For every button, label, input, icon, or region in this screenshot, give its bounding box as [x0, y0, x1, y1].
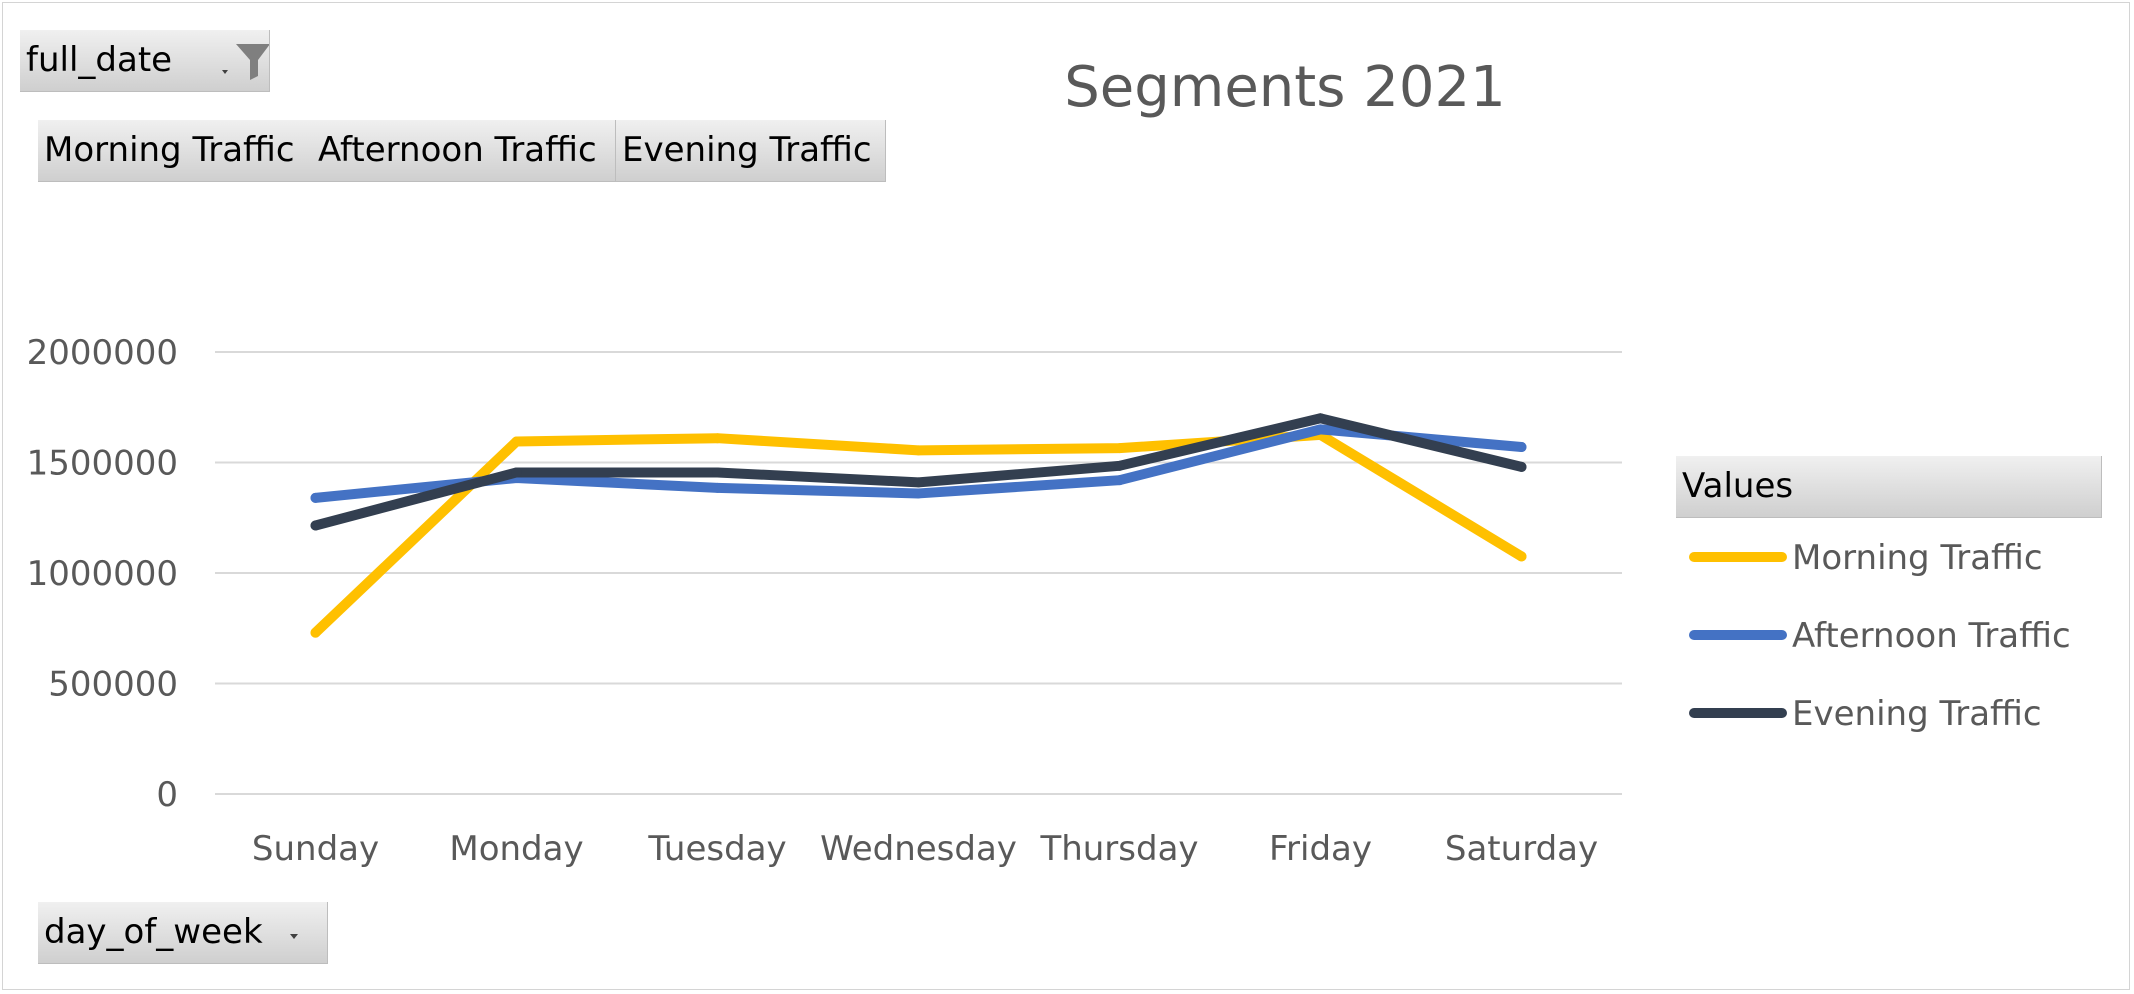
legend-title-label: Values: [1682, 466, 1794, 506]
y-tick-label-2: 1000000: [27, 554, 178, 594]
series-line-morning-traffic: [310, 429, 1527, 638]
value-field-evening-traffic[interactable]: Evening Traffic: [616, 120, 886, 182]
x-tick-label-friday: Friday: [1269, 829, 1372, 869]
data-point-morning-traffic-tuesday: [712, 433, 723, 444]
data-point-afternoon-traffic-saturday: [1516, 442, 1527, 453]
full-date-filter-button[interactable]: full_date: [20, 30, 270, 92]
legend: Morning Traffic Afternoon Traffic Evening …: [1689, 538, 2071, 734]
data-point-evening-traffic-saturday: [1516, 461, 1527, 472]
dropdown-arrow-icon: [290, 934, 298, 939]
data-point-morning-traffic-thursday: [1114, 443, 1125, 454]
value-field-label: Morning Traffic: [44, 130, 295, 170]
y-tick-label-1: 500000: [48, 665, 178, 705]
y-tick-label-4: 2000000: [27, 333, 178, 373]
data-point-evening-traffic-sunday: [310, 520, 321, 531]
value-field-morning-traffic[interactable]: Morning Traffic: [38, 120, 314, 182]
full-date-filter-label: full_date: [26, 40, 173, 80]
y-axis-tick-labels: 0 500000 1000000 1500000 2000000: [27, 333, 178, 815]
legend-entry-evening-traffic: Evening Traffic: [1792, 694, 2042, 734]
data-point-evening-traffic-monday: [511, 467, 522, 478]
day-of-week-axis-label: day_of_week: [44, 912, 263, 952]
x-tick-label-monday: Monday: [449, 829, 583, 869]
x-tick-label-saturday: Saturday: [1445, 829, 1598, 869]
y-tick-label-3: 1500000: [27, 444, 178, 484]
x-axis-tick-labels: Sunday Monday Tuesday Wednesday Thursday Frid…: [252, 829, 1598, 869]
data-point-afternoon-traffic-sunday: [310, 492, 321, 503]
data-point-morning-traffic-monday: [511, 436, 522, 447]
legend-title-button[interactable]: Values: [1676, 456, 2102, 518]
data-point-afternoon-traffic-tuesday: [712, 482, 723, 493]
chart-title: Segments 2021: [1064, 55, 1506, 120]
day-of-week-axis-button[interactable]: day_of_week: [38, 902, 328, 964]
data-point-evening-traffic-thursday: [1114, 460, 1125, 471]
data-point-afternoon-traffic-thursday: [1114, 475, 1125, 486]
data-point-morning-traffic-sunday: [310, 627, 321, 638]
data-point-evening-traffic-tuesday: [712, 467, 723, 478]
data-point-evening-traffic-wednesday: [913, 477, 924, 488]
data-point-evening-traffic-friday: [1315, 413, 1326, 424]
value-field-label: Evening Traffic: [622, 130, 872, 170]
data-point-morning-traffic-wednesday: [913, 445, 924, 456]
value-field-label: Afternoon Traffic: [318, 130, 597, 170]
legend-entry-afternoon-traffic: Afternoon Traffic: [1792, 616, 2071, 656]
data-point-afternoon-traffic-wednesday: [913, 488, 924, 499]
x-tick-label-thursday: Thursday: [1039, 829, 1198, 869]
x-tick-label-tuesday: Tuesday: [647, 829, 786, 869]
data-point-afternoon-traffic-friday: [1315, 424, 1326, 435]
value-field-afternoon-traffic[interactable]: Afternoon Traffic: [312, 120, 616, 182]
filter-icon: [222, 44, 269, 80]
gridlines: [215, 351, 1622, 795]
legend-entry-morning-traffic: Morning Traffic: [1792, 538, 2043, 578]
y-tick-label-0: 0: [156, 775, 178, 815]
x-tick-label-wednesday: Wednesday: [820, 829, 1017, 869]
data-point-morning-traffic-saturday: [1516, 551, 1527, 562]
x-tick-label-sunday: Sunday: [252, 829, 379, 869]
series-lines: [310, 413, 1527, 638]
